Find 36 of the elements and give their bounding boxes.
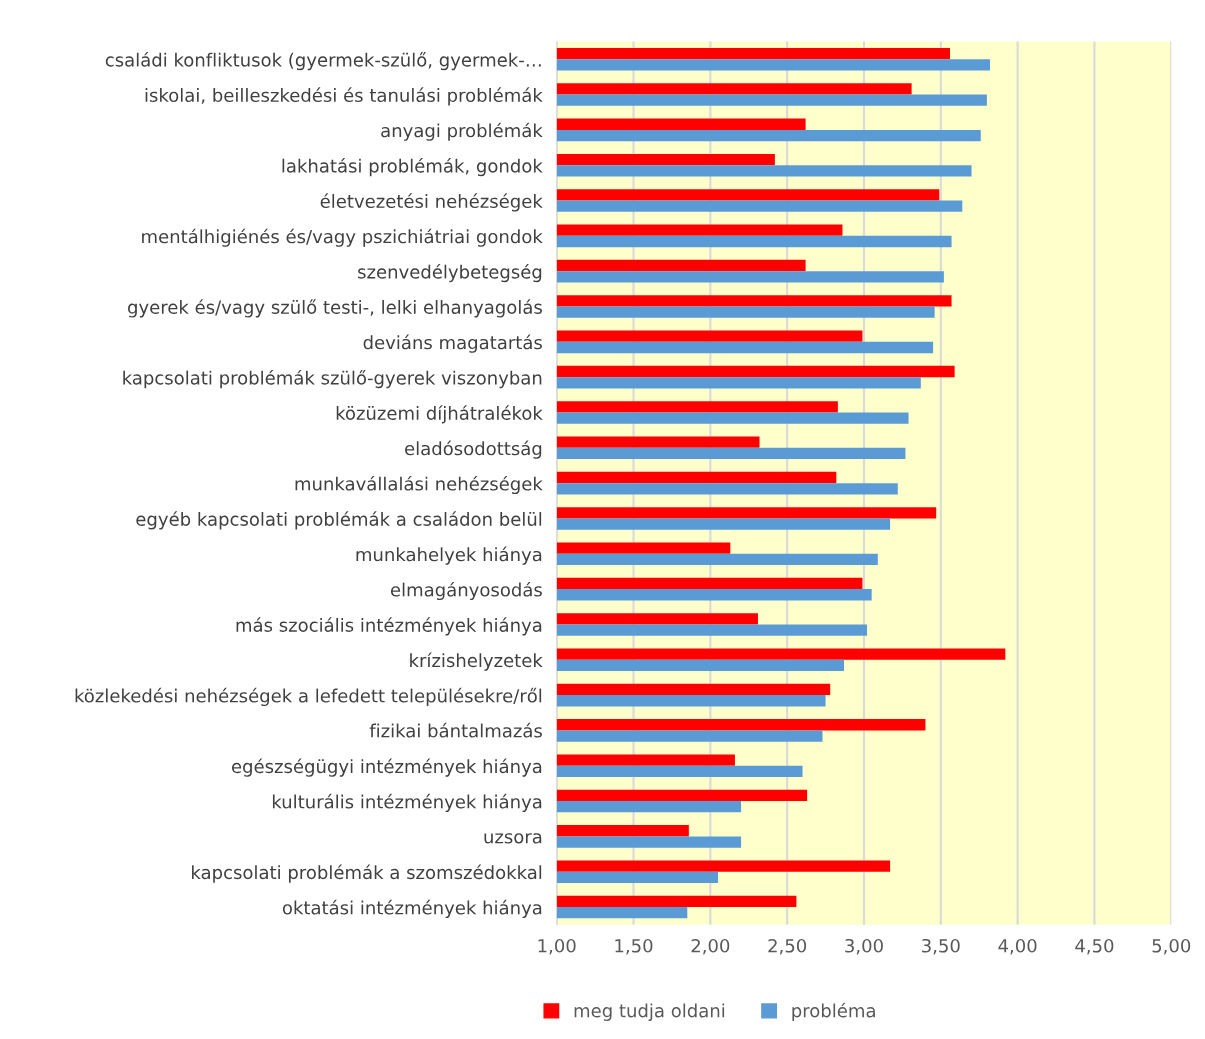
- x-tick-label: 1,50: [615, 938, 653, 955]
- y-tick-label: anyagi problémák: [381, 122, 543, 141]
- x-tick-label: 4,50: [1075, 938, 1114, 955]
- y-tick-label: egyéb kapcsolati problémák a családon belül: [136, 511, 542, 530]
- y-tick-label: más szociális intézmények hiánya: [236, 617, 542, 636]
- y-tick-label: mentálhigiénés és/vagy pszichiátriai gondok: [142, 228, 543, 247]
- x-tick-label: 1,00: [538, 938, 576, 955]
- y-tick-label: eladósodottság: [405, 440, 542, 459]
- y-tick-label: kulturális intézmények hiánya: [272, 793, 542, 813]
- y-tick-label: lakhatási problémák, gondok: [282, 157, 543, 177]
- y-tick-label: életvezetési nehézségek: [320, 193, 543, 212]
- y-tick-label: közüzemi díjhátralékok: [336, 405, 543, 424]
- y-tick-label: kapcsolati problémák a szomszédokkal: [192, 864, 542, 883]
- y-tick-label: oktatási intézmények hiánya: [282, 899, 542, 919]
- y-tick-label: munkahelyek hiánya: [356, 546, 542, 565]
- y-tick-label: fizikai bántalmazás: [369, 722, 542, 738]
- x-tick-label: 4,00: [998, 938, 1037, 955]
- x-tick-label: 2,00: [691, 938, 730, 955]
- legend-label: meg tudja oldani: [574, 1003, 725, 1021]
- x-tick-label: 3,00: [845, 938, 883, 955]
- y-tick-label: deviáns magatartás: [363, 334, 542, 353]
- y-tick-label: szenvedélybetegség: [358, 263, 542, 283]
- x-tick-label: 5,00: [1152, 938, 1191, 955]
- legend-label: probléma: [792, 1002, 875, 1021]
- y-tick-label: munkavállalási nehézségek: [295, 475, 543, 495]
- y-tick-label: egészségügyi intézmények hiánya: [231, 758, 542, 777]
- x-tick-label: 3,50: [922, 938, 960, 955]
- y-tick-label: iskolai, beilleszkedési és tanulási problémák: [145, 87, 543, 106]
- y-tick-label: családi konfliktusok (gyermek-szülő, gyermek-…: [105, 52, 541, 71]
- y-tick-label: közlekedési nehézségek a lefedett településekre/ről: [75, 687, 542, 707]
- y-tick-label: gyerek és/vagy szülő testi-, lelki elhanyagolás: [128, 299, 542, 318]
- x-tick-label: 2,50: [768, 938, 807, 955]
- y-tick-label: krízishelyzetek: [410, 652, 543, 671]
- y-tick-label: uzsora: [484, 833, 542, 844]
- y-tick-label: elmagányosodás: [390, 581, 542, 601]
- y-tick-label: kapcsolati problémák szülő-gyerek viszonyban: [123, 369, 542, 389]
